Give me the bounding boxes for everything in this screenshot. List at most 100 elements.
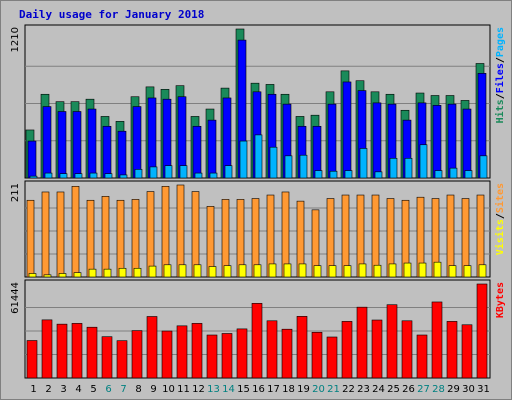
- bar-pages: [59, 173, 68, 179]
- legend-entry: Visits: [494, 219, 506, 255]
- bar-visits: [221, 199, 230, 278]
- bar-kbytes: [476, 283, 488, 379]
- bar-files: [57, 111, 67, 179]
- x-tick-label: 7: [120, 384, 126, 395]
- bar-pages: [149, 166, 158, 179]
- bar-pages: [479, 155, 488, 179]
- x-tick-label: 21: [327, 384, 340, 395]
- bar-sites: [28, 273, 37, 278]
- bar-kbytes: [206, 334, 218, 379]
- bar-pages: [374, 171, 383, 179]
- legend-entry: Files: [494, 63, 506, 93]
- bar-pages: [44, 172, 53, 179]
- bar-kbytes: [431, 301, 443, 379]
- x-tick-label: 2: [45, 384, 51, 395]
- x-tick-label: 6: [105, 384, 111, 395]
- bar-files: [342, 81, 352, 179]
- bar-pages: [434, 170, 443, 179]
- bar-kbytes: [161, 330, 173, 379]
- bar-kbytes: [221, 333, 233, 379]
- bar-kbytes: [56, 323, 68, 379]
- bar-kbytes: [461, 324, 473, 379]
- bar-files: [87, 108, 97, 179]
- bar-visits: [161, 186, 170, 278]
- bar-kbytes: [41, 319, 53, 379]
- bar-pages: [89, 172, 98, 179]
- bar-sites: [478, 264, 487, 278]
- bar-files: [102, 125, 112, 179]
- bar-pages: [104, 173, 113, 179]
- bar-sites: [358, 263, 367, 278]
- bar-sites: [418, 262, 427, 278]
- bar-sites: [253, 264, 262, 278]
- bar-kbytes: [236, 328, 248, 379]
- x-axis-labels: 1 2 3 4 5 6 7 8 9 10 11 12 13 14 15 16 17 18 19 20 21 22 23 24 2…: [30, 384, 490, 395]
- panel-max-label: 61444: [10, 282, 21, 314]
- bar-pages: [389, 157, 398, 179]
- x-tick-label: 20: [312, 384, 325, 395]
- bar-pages: [209, 172, 218, 179]
- x-tick-label: 24: [372, 384, 385, 395]
- bar-files: [27, 140, 37, 179]
- x-tick-label: 14: [222, 384, 235, 395]
- bar-pages: [464, 170, 473, 179]
- panel-kbytes: 61444 KBytes: [10, 279, 506, 379]
- legend-entry: Hits: [494, 99, 506, 123]
- bar-files: [192, 125, 202, 179]
- bar-visits: [86, 199, 95, 278]
- x-tick-label: 28: [432, 384, 445, 395]
- x-tick-label: 4: [75, 384, 81, 395]
- bar-sites: [73, 272, 82, 278]
- x-tick-label: 5: [90, 384, 96, 395]
- bar-kbytes: [311, 331, 323, 379]
- bar-sites: [133, 267, 142, 278]
- bar-sites: [148, 265, 157, 278]
- x-tick-label: 9: [150, 384, 156, 395]
- bar-visits: [56, 191, 65, 278]
- bar-sites: [328, 265, 337, 278]
- bar-pages: [194, 172, 203, 179]
- x-tick-label: 17: [267, 384, 280, 395]
- x-tick-label: 13: [207, 384, 220, 395]
- x-tick-label: 19: [297, 384, 310, 395]
- bar-files: [462, 108, 472, 179]
- bar-visits: [71, 186, 80, 278]
- legend-entry: /: [495, 213, 506, 219]
- bar-visits: [371, 194, 380, 278]
- x-tick-label: 11: [177, 384, 190, 395]
- bar-visits: [131, 199, 140, 278]
- x-tick-label: 10: [162, 384, 175, 395]
- panel-legend: Hits/Files/Pages: [494, 27, 506, 123]
- bar-sites: [103, 268, 112, 278]
- bar-sites: [178, 264, 187, 278]
- bar-visits: [326, 198, 335, 278]
- x-tick-label: 31: [477, 384, 490, 395]
- panel-legend: KBytes: [495, 282, 506, 318]
- bar-files: [372, 102, 382, 179]
- bar-kbytes: [266, 320, 278, 379]
- bar-sites: [88, 268, 97, 278]
- bar-pages: [119, 174, 128, 179]
- bar-visits: [101, 196, 110, 278]
- bar-kbytes: [326, 336, 338, 379]
- bar-pages: [239, 140, 248, 179]
- bar-sites: [208, 266, 217, 278]
- bar-kbytes: [356, 306, 368, 379]
- x-tick-label: 12: [192, 384, 205, 395]
- chart-panels: 1210Hits/Files/Pages211Visits/Sites61444…: [10, 24, 506, 379]
- bar-files: [327, 103, 337, 179]
- bar-kbytes: [296, 316, 308, 379]
- bar-pages: [329, 170, 338, 179]
- bar-kbytes: [116, 340, 128, 379]
- x-tick-label: 23: [357, 384, 370, 395]
- bar-files: [147, 97, 157, 179]
- bar-pages: [299, 154, 308, 179]
- bar-kbytes: [386, 304, 398, 379]
- x-tick-label: 26: [402, 384, 415, 395]
- chart-title: Daily usage for January 2018: [19, 8, 204, 21]
- bar-kbytes: [26, 340, 38, 379]
- x-tick-label: 29: [447, 384, 460, 395]
- bar-sites: [43, 274, 52, 278]
- bar-kbytes: [281, 328, 293, 379]
